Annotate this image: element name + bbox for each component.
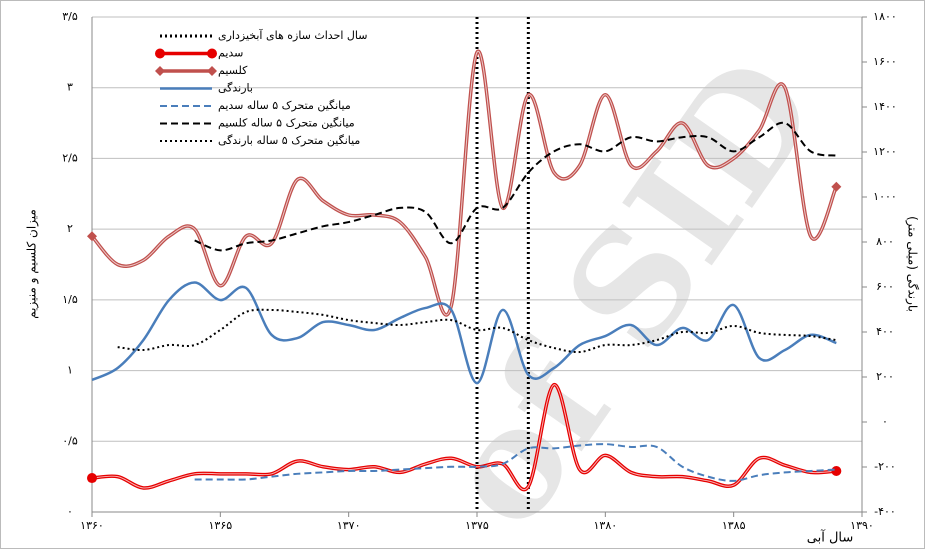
y2-tick-label: ۴۰۰ <box>876 325 894 338</box>
series-line <box>194 443 837 482</box>
x-tick-label: ۱۳۹۰ <box>850 519 874 532</box>
marker <box>831 465 842 476</box>
marker <box>207 66 217 76</box>
legend-label: سال احداث سازه های آبخیزداری <box>218 28 367 42</box>
y-tick-label: ۱/۵ <box>62 293 78 306</box>
marker <box>87 231 97 242</box>
y-tick-label: ۰/۵ <box>62 434 78 447</box>
y2-tick-label: ۱۴۰۰ <box>873 100 897 113</box>
series-line-inner <box>91 51 837 316</box>
y2-tick-label: -۴۰۰ <box>874 505 896 518</box>
marker <box>207 48 217 59</box>
y2-tick-label: ۱۶۰۰ <box>873 55 897 68</box>
y2-tick-label: ۸۰۰ <box>876 235 894 248</box>
y2-tick-label: ۰ <box>882 415 888 428</box>
x-tick-label: ۱۳۶۰ <box>80 519 104 532</box>
legend-label: کلسیم <box>218 64 248 77</box>
marker <box>155 66 165 76</box>
legend-label: میانگین متحرک ۵ ساله کلسیم <box>218 117 355 130</box>
legend-label: سدیم <box>218 47 243 60</box>
y2-tick-label: ۱۲۰۰ <box>873 145 897 158</box>
series-line <box>194 121 837 252</box>
y-tick-label: ۰ <box>67 505 73 518</box>
y-tick-label: ۳ <box>67 81 73 94</box>
series-line <box>117 308 837 354</box>
y-tick-label: ۲ <box>67 222 73 235</box>
y-tick-label: ۱ <box>67 364 73 377</box>
y2-tick-label: ۶۰۰ <box>876 280 894 293</box>
marker <box>87 473 97 484</box>
y-tick-label: ۳/۵ <box>62 10 78 23</box>
marker <box>831 181 842 192</box>
y2-tick-label: -۲۰۰ <box>874 460 896 473</box>
y-tick-label: ۲/۵ <box>62 151 78 164</box>
y2-tick-label: ۲۰۰ <box>876 370 894 383</box>
x-axis-title: سال آبی <box>807 529 854 546</box>
series-line <box>91 281 837 385</box>
series-line-inner <box>91 384 837 490</box>
marker <box>155 48 165 59</box>
legend-label: بارندگی <box>218 82 253 95</box>
legend-label: میانگین متحرک ۵ ساله بارندگی <box>218 134 360 147</box>
x-tick-label: ۱۳۷۰ <box>337 519 361 532</box>
y2-tick-label: ۱۰۰۰ <box>873 190 897 203</box>
y-axis-title: میزان کلسیم و منیزیم <box>25 209 40 319</box>
y2-tick-label: ۱۸۰۰ <box>873 10 897 23</box>
x-tick-label: ۱۳۷۵ <box>465 519 489 532</box>
y2-axis-title: بارندگی (میلی متر) <box>905 216 920 312</box>
x-tick-label: ۱۳۸۰ <box>594 519 618 532</box>
x-tick-label: ۱۳۶۵ <box>209 519 233 532</box>
x-tick-label: ۱۳۸۵ <box>722 519 746 532</box>
legend-label: میانگین متحرک ۵ ساله سدیم <box>218 99 351 112</box>
